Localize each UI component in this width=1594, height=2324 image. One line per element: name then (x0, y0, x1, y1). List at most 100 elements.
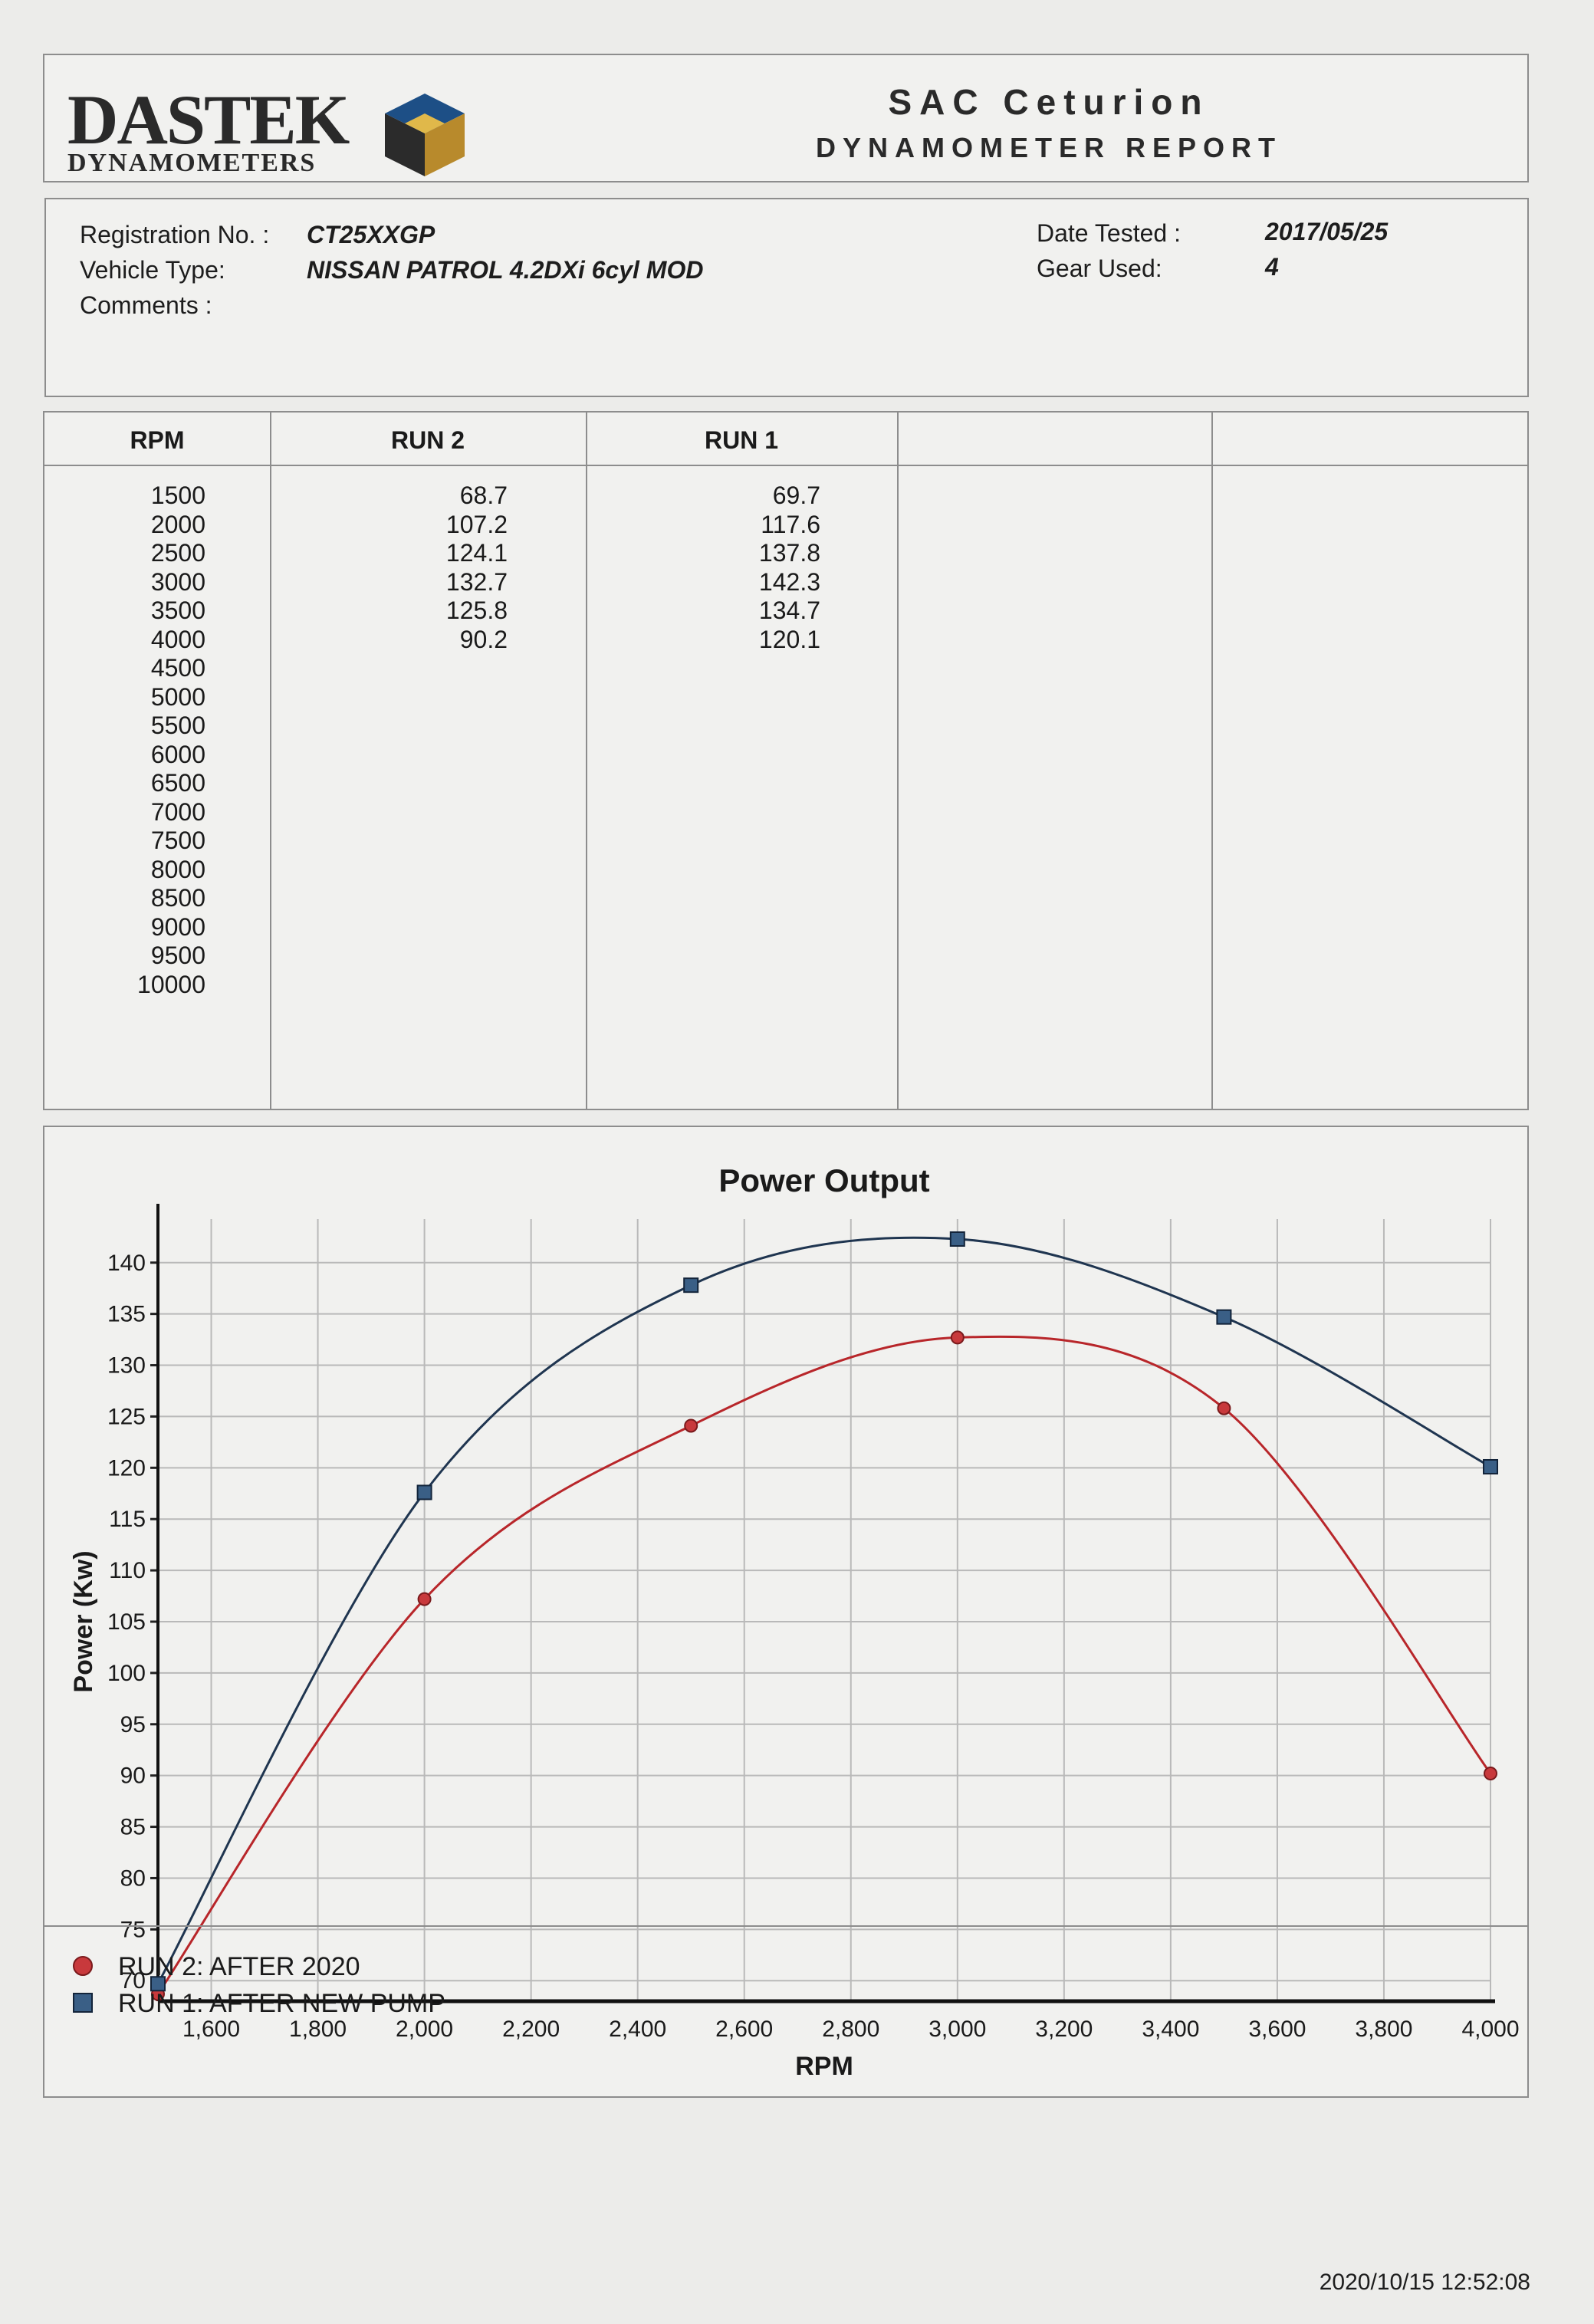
run2-cell: 90.2 (459, 625, 508, 653)
run2-point (684, 1418, 698, 1433)
x-tick-label: 1,600 (182, 2017, 240, 2042)
y-tick-label: 125 (107, 1404, 146, 1429)
comments-label: Comments : (80, 291, 212, 319)
legend-label: RUN 2: AFTER 2020 (118, 1952, 360, 1981)
x-tick-label: 3,600 (1248, 2017, 1306, 2042)
run1-point (1216, 1309, 1232, 1325)
column-divider (1211, 413, 1213, 1109)
rpm-cell: 4000 (150, 625, 205, 653)
rpm-cell: 6000 (150, 740, 205, 768)
legend-run1-marker (73, 1993, 93, 2013)
rpm-cell: 7500 (150, 827, 205, 854)
y-tick-label: 110 (109, 1558, 146, 1583)
rpm-cell: 8500 (150, 884, 205, 912)
legend-label: RUN 1: AFTER NEW PUMP (118, 1989, 445, 2018)
x-tick-label: 2,000 (396, 2017, 453, 2042)
run2-point (1484, 1767, 1497, 1780)
gear-used-value: 4 (1265, 253, 1279, 281)
x-tick-label: 2,200 (502, 2017, 560, 2042)
y-tick-label: 105 (107, 1609, 146, 1635)
run1-cell: 69.7 (772, 482, 820, 509)
rpm-cell: 4500 (150, 654, 205, 682)
run1-point (150, 1976, 166, 1992)
run1-cell: 134.7 (758, 597, 820, 624)
run1-cell: 117.6 (761, 510, 820, 538)
rpm-cell: 3500 (150, 597, 205, 624)
rpm-cell: 5000 (150, 682, 205, 711)
run2-point (1217, 1401, 1231, 1415)
date-tested-label: Date Tested : (1037, 219, 1181, 247)
run1-series-line (156, 1236, 1491, 1984)
run2-series-line (156, 1335, 1492, 1995)
logo-sub-text: DYNAMOMETERS (67, 149, 317, 177)
x-axis-label: RPM (795, 2052, 853, 2081)
run2-cell: 125.8 (445, 597, 508, 624)
y-tick-label: 140 (107, 1251, 146, 1276)
chart-title: Power Output (718, 1162, 929, 1198)
header-run1: RUN 1 (704, 426, 778, 454)
rpm-cell: 2500 (150, 539, 205, 567)
report-header: DASTEK DYNAMOMETERS SAC Ceturion DYNAMOM… (43, 54, 1529, 182)
x-tick-label: 4,000 (1461, 2017, 1519, 2042)
y-tick-label: 135 (107, 1302, 146, 1327)
y-tick-label: 80 (120, 1865, 146, 1891)
y-tick-label: 90 (120, 1764, 146, 1789)
rpm-column: 1500 2000 2500 3000 3500 4000 4500 5000 5500 6000… (44, 482, 205, 999)
column-divider (897, 413, 899, 1109)
x-tick-label: 3,000 (928, 2017, 986, 2042)
run2-cell: 132.7 (445, 567, 508, 596)
power-chart-panel: Power Output 1,600 1,800 2,000 2,200 2,400 2,6… (43, 1126, 1529, 2098)
vehicle-type-value: NISSAN PATROL 4.2DXi 6cyl MOD (307, 256, 704, 284)
run1-column: 69.7 117.6 137.8 142.3 134.7 120.1 (586, 482, 820, 654)
x-tick-label: 3,800 (1355, 2017, 1412, 2042)
dastek-logo: DASTEK DYNAMOMETERS (67, 81, 350, 177)
y-tick-label: 85 (120, 1815, 146, 1840)
run1-point (683, 1277, 699, 1293)
column-divider (270, 413, 271, 1109)
registration-value: CT25XXGP (307, 221, 435, 248)
run2-cell: 68.7 (459, 482, 508, 509)
rpm-cell: 6500 (150, 769, 205, 797)
run1-cell: 120.1 (758, 625, 820, 653)
rpm-cell: 3000 (150, 567, 205, 596)
y-tick-label: 100 (107, 1661, 146, 1686)
x-tick-label: 1,800 (289, 2017, 347, 2042)
power-output-chart: Power Output 1,600 1,800 2,000 2,200 2,400 2,6… (44, 1162, 1527, 2081)
date-tested-value: 2017/05/25 (1265, 218, 1389, 245)
x-tick-label: 3,200 (1035, 2017, 1093, 2042)
y-tick-label: 120 (107, 1455, 146, 1481)
print-timestamp: 2020/10/15 12:52:08 (1319, 2270, 1530, 2295)
vehicle-type-label: Vehicle Type: (80, 256, 225, 284)
registration-label: Registration No. : (80, 221, 270, 248)
run2-cell: 124.1 (445, 539, 508, 567)
run1-cell: 142.3 (758, 567, 820, 596)
run2-point (950, 1330, 965, 1345)
logo-main-text: DASTEK (67, 81, 350, 159)
run1-point (416, 1484, 432, 1501)
run2-cell: 107.2 (445, 510, 508, 538)
y-tick-label: 115 (109, 1507, 146, 1532)
y-tick-label: 70 (120, 1968, 146, 1994)
table-header-divider (44, 465, 1527, 466)
x-tick-label: 2,800 (822, 2017, 879, 2042)
company-name: SAC Ceturion (888, 82, 1210, 122)
rpm-cell: 7000 (150, 797, 205, 826)
run1-cell: 137.8 (758, 539, 820, 567)
report-title: DYNAMOMETER REPORT (815, 132, 1282, 163)
cube-logo-icon (385, 94, 465, 176)
rpm-cell: 10000 (137, 970, 205, 998)
legend-run2-marker (73, 1956, 93, 1976)
power-table: RPM RUN 2 RUN 1 1500 2000 2500 3000 3500 4000… (43, 411, 1529, 1110)
x-tick-label: 2,400 (609, 2017, 666, 2042)
header-run2: RUN 2 (390, 426, 465, 454)
y-tick-label: 75 (120, 1917, 146, 1942)
run1-point (1483, 1458, 1498, 1474)
rpm-cell: 8000 (150, 855, 205, 883)
header-rpm: RPM (130, 426, 185, 454)
y-axis-label: Power (Kw) (69, 1550, 98, 1692)
run2-column: 68.7 107.2 124.1 132.7 125.8 90.2 (270, 482, 508, 654)
run1-point (949, 1231, 965, 1247)
column-divider (586, 413, 587, 1109)
x-tick-label: 2,600 (715, 2017, 773, 2042)
rpm-cell: 5500 (150, 712, 205, 739)
